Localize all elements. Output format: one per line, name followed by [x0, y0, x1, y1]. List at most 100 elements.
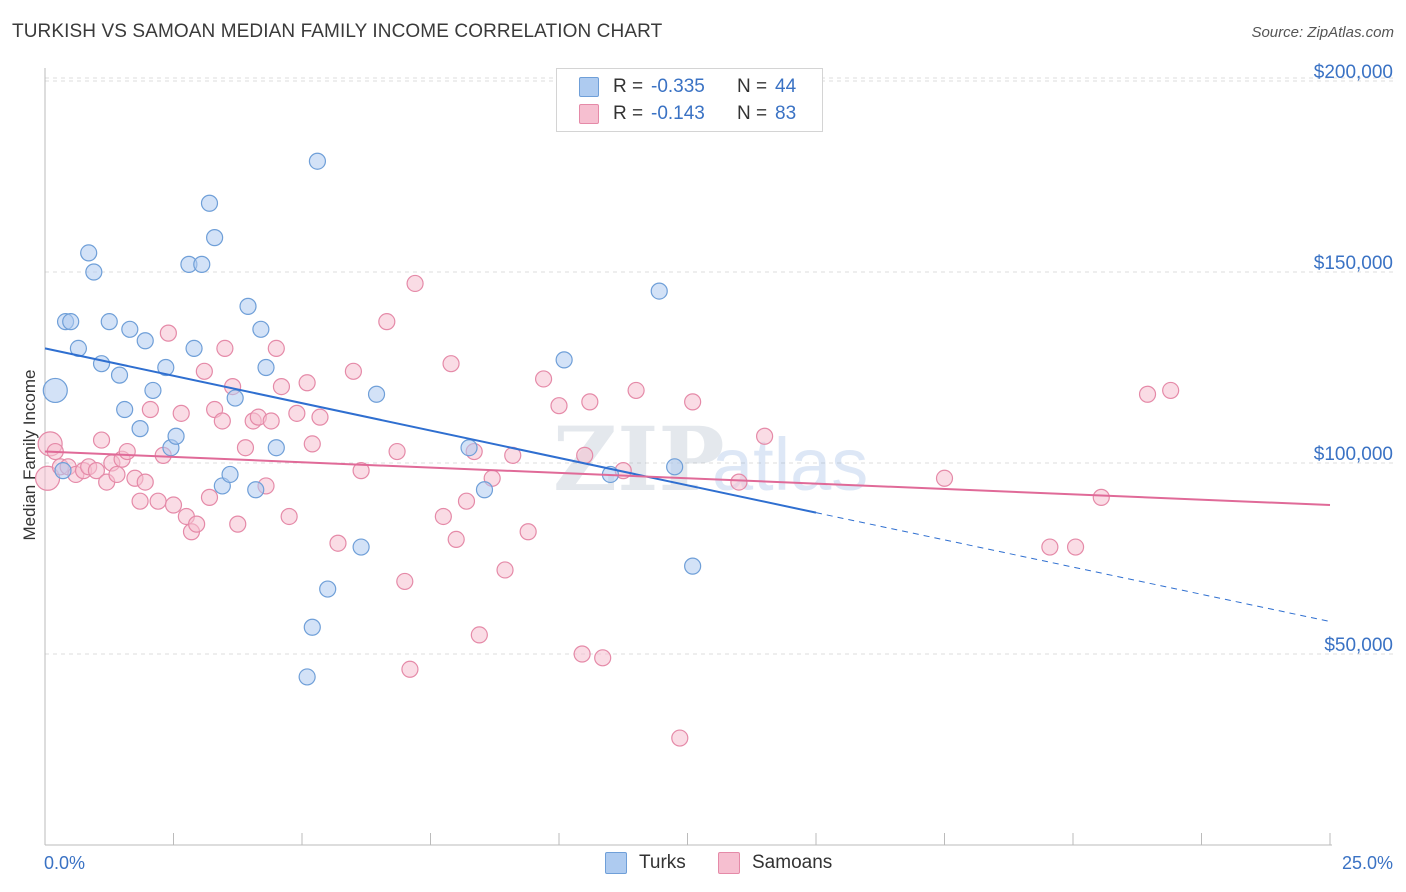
turks-point: [319, 580, 337, 598]
samoans-point: [236, 439, 255, 457]
turks-point: [121, 320, 139, 338]
turks-point: [650, 282, 668, 300]
turks-point: [100, 313, 118, 331]
samoans-point: [172, 404, 190, 422]
turks-point: [267, 439, 285, 457]
grid-lines: [45, 77, 1395, 655]
samoans-point: [272, 378, 291, 396]
turks-point: [221, 465, 239, 484]
samoans-point: [627, 381, 645, 400]
y-tick-label: $200,000: [1314, 62, 1393, 83]
axes: [44, 68, 1332, 846]
turks-point: [131, 420, 149, 438]
y-tick-label: $150,000: [1314, 253, 1393, 274]
turks-point: [555, 351, 573, 369]
turks-point: [298, 668, 316, 686]
turks-point: [367, 385, 386, 403]
samoans-point: [262, 412, 280, 430]
turks-point: [226, 389, 244, 407]
samoans-point: [1066, 538, 1085, 556]
legend-item-samoans: Samoans: [718, 852, 832, 874]
samoans-point: [755, 427, 774, 445]
legend-n-label: N =: [737, 103, 768, 124]
samoans-point: [213, 412, 231, 430]
legend-n-label: N =: [737, 76, 768, 97]
samoans-point: [118, 442, 136, 461]
samoans-point: [1138, 385, 1157, 403]
legend-item-turks: Turks: [605, 852, 686, 874]
turks-point: [185, 339, 203, 357]
chart-title: TURKISH VS SAMOAN MEDIAN FAMILY INCOME C…: [12, 21, 663, 42]
turks-point: [92, 355, 111, 373]
turks-point: [666, 458, 684, 476]
samoans-point: [344, 362, 362, 380]
samoans-point: [1092, 488, 1110, 506]
samoans-point: [671, 729, 689, 747]
turks-point: [62, 313, 80, 331]
samoans-point: [388, 442, 406, 461]
legend-r-value: -0.143: [651, 103, 705, 124]
correlation-legend: R = -0.335 N = 44 R = -0.143 N = 83: [556, 68, 823, 132]
turks-point: [308, 152, 327, 170]
samoans-point: [935, 469, 954, 487]
samoans-point: [195, 362, 213, 380]
samoans-point: [267, 339, 285, 357]
turks-swatch: [579, 77, 599, 97]
legend-row-samoans: R = -0.143 N = 83: [579, 101, 796, 127]
turks-point: [303, 618, 321, 636]
samoans-point: [1162, 381, 1180, 400]
turks-point: [116, 400, 134, 419]
samoans-point: [329, 534, 347, 552]
samoans-point: [406, 274, 424, 293]
samoans-point: [1041, 538, 1059, 556]
samoans-point: [298, 374, 316, 392]
samoans-swatch: [579, 104, 599, 124]
legend-row-turks: R = -0.335 N = 44: [579, 74, 796, 100]
samoans-point: [396, 572, 414, 591]
turks-point: [80, 244, 98, 262]
samoans-point: [378, 313, 396, 331]
samoans-point: [730, 473, 748, 491]
y-tick-label: $100,000: [1314, 444, 1393, 465]
samoans-swatch: [718, 852, 740, 874]
turks-point: [352, 538, 370, 556]
legend-n-value: 44: [775, 76, 797, 97]
samoans-point: [594, 649, 612, 667]
samoans-point: [131, 492, 149, 510]
turks-point: [167, 427, 185, 445]
samoans-point: [581, 393, 599, 411]
samoans-point: [519, 523, 537, 541]
samoans-point: [311, 408, 329, 426]
turks-point: [247, 481, 265, 499]
legend-label-samoans: Samoans: [752, 852, 833, 873]
turks-trend-extension: [815, 512, 1331, 623]
samoans-point: [229, 515, 247, 533]
turks-point: [85, 263, 103, 281]
samoans-point: [684, 393, 702, 411]
x-tick-labels: 0.0% 25.0%: [44, 853, 1393, 873]
turks-points: [42, 152, 702, 686]
samoans-point: [496, 561, 514, 579]
samoans-point: [149, 492, 167, 510]
watermark: ZIP atlas: [553, 407, 868, 511]
samoans-point: [550, 397, 568, 415]
y-tick-label: $50,000: [1324, 635, 1393, 656]
samoans-point: [92, 431, 111, 449]
turks-point: [684, 557, 702, 575]
legend-r-value: -0.335: [651, 76, 705, 97]
samoans-point: [457, 492, 476, 510]
samoans-point: [576, 446, 594, 464]
samoans-point: [216, 339, 234, 357]
source-credit: Source: ZipAtlas.com: [1251, 24, 1394, 41]
x-tick-label: 25.0%: [1342, 853, 1393, 873]
y-axis-title: Median Family Income: [20, 369, 39, 540]
turks-point: [54, 462, 72, 480]
trend-lines: [44, 347, 1331, 623]
samoans-point: [136, 473, 154, 491]
turks-point: [193, 255, 211, 273]
samoans-point: [141, 400, 159, 419]
legend-label-turks: Turks: [639, 852, 686, 873]
samoans-point: [573, 645, 591, 663]
turks-point: [110, 366, 129, 384]
